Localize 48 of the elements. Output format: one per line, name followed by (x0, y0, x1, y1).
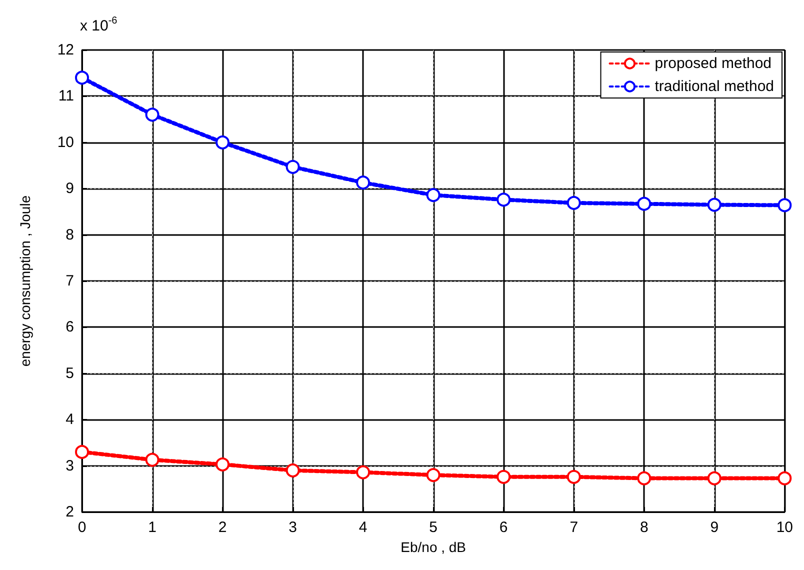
legend-label: proposed method (654, 55, 772, 72)
point (75, 444, 89, 459)
legend-label: traditional method (654, 78, 774, 95)
x-axis-title: Eb/no , dB (400, 539, 466, 555)
x-tick-label: 9 (710, 519, 719, 536)
point (426, 188, 440, 202)
point (637, 471, 652, 486)
y-tick-label: 11 (58, 88, 74, 105)
point (356, 465, 370, 480)
point (216, 135, 230, 150)
point (426, 468, 440, 482)
y-tick-label: 8 (66, 226, 74, 244)
y-tick-label: 7 (66, 272, 74, 290)
y-tick-label: 9 (66, 180, 74, 198)
x-tick-label: 1 (148, 519, 156, 536)
point (145, 108, 160, 122)
y-tick-label: 6 (66, 318, 74, 336)
x-tick-label: 6 (499, 519, 508, 536)
y-tick-label: 2 (66, 504, 74, 520)
y-tick-label: 10 (57, 134, 74, 151)
y-tick-label: 5 (66, 364, 74, 382)
y-tick-label: 12 (57, 42, 74, 58)
x-tick-label: 5 (429, 519, 438, 536)
y-axis-title: energy consumption , Joule (17, 195, 33, 367)
x-tick-label: 8 (640, 519, 648, 536)
point (778, 198, 792, 212)
point (496, 470, 511, 484)
x-tick-label: 10 (776, 519, 793, 536)
point (216, 457, 230, 472)
point (75, 70, 89, 85)
point (566, 196, 581, 210)
point (707, 471, 722, 486)
point (286, 463, 300, 478)
point (496, 192, 511, 207)
x-tick-label: 3 (288, 519, 297, 536)
point (778, 471, 792, 486)
point (145, 452, 160, 467)
point (637, 196, 652, 211)
point (286, 160, 300, 174)
point (707, 198, 722, 212)
x-tick-label: 4 (358, 519, 368, 536)
y-tick-label: 3 (66, 457, 74, 474)
point (356, 176, 370, 190)
point (566, 470, 581, 484)
x-tick-label: 7 (570, 519, 578, 536)
x-tick-label: 0 (78, 519, 86, 536)
y-tick-label: 4 (66, 411, 74, 428)
x-tick-label: 2 (218, 519, 227, 536)
